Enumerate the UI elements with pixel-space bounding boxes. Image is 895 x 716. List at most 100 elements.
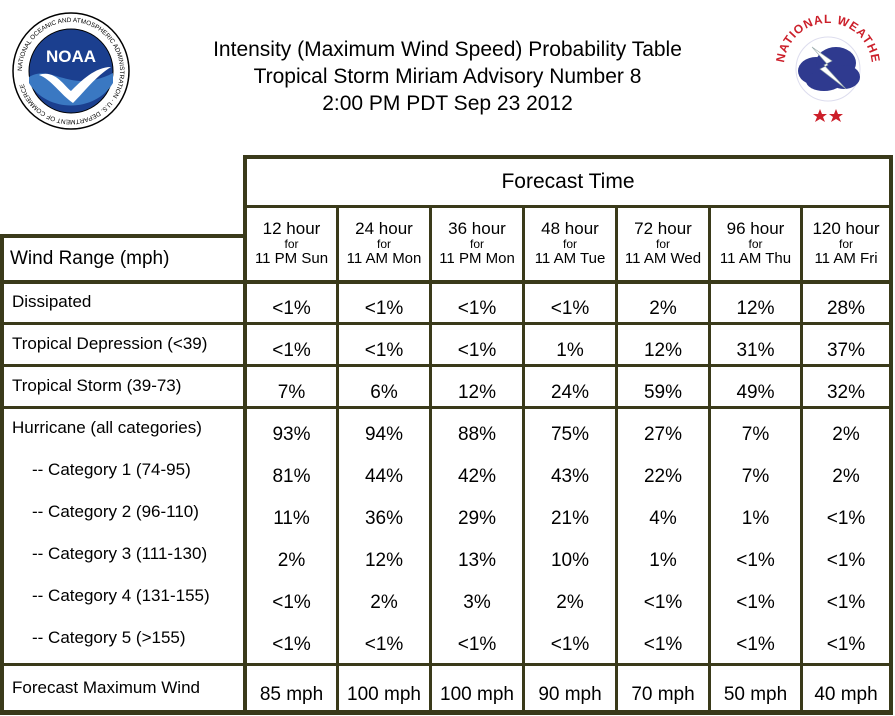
cell-value: 12% [643,340,683,361]
table-cell: 42% [432,466,522,490]
cell-value: <1% [364,634,404,655]
table-cell: 27% [618,424,708,448]
cell-value: 3% [463,592,491,613]
title-line: Tropical Storm Miriam Advisory Number 8 [253,65,642,88]
row-label: -- Category 2 (96-110) [32,502,241,524]
table-border [0,234,247,238]
table-cell: 93% [247,424,336,448]
column-hour: 48 hour [541,219,599,238]
cell-value: 22% [643,466,683,487]
cell-value: 2% [649,298,677,319]
row-label-text: -- Category 4 (131-155) [32,586,210,605]
table-cell: 6% [339,382,429,406]
cell-value: 40 mph [814,684,878,705]
row-label: -- Category 5 (>155) [32,628,241,650]
cell-value: <1% [457,298,497,319]
column-for: for [838,237,853,251]
table-cell: 2% [339,592,429,616]
column-day: 11 AM Tue [534,250,606,267]
table-border [522,205,525,715]
row-label: -- Category 3 (111-130) [32,544,241,566]
table-cell: <1% [803,634,889,658]
table-cell: <1% [525,634,615,658]
table-cell: 7% [711,466,800,490]
column-for: for [748,237,763,251]
cell-value: 85 mph [259,684,324,705]
column-for: for [469,237,484,251]
column-hour: 72 hour [634,219,692,238]
column-for: for [284,237,299,251]
table-cell: 21% [525,508,615,532]
table-border [800,205,803,715]
cell-value: 88% [457,424,497,445]
column-header: 120 hour for 11 AM Fri [803,220,889,278]
table-cell: 75% [525,424,615,448]
cell-value: 2% [832,466,860,487]
cell-value: 90 mph [538,684,602,705]
cell-value: 94% [364,424,404,445]
column-header: 24 hour for 11 AM Mon [339,220,429,278]
table-cell: <1% [247,340,336,364]
column-header: 12 hour for 11 PM Sun [247,220,336,278]
table-cell: 94% [339,424,429,448]
table-border [243,155,247,715]
table-cell: <1% [339,340,429,364]
table-cell: 88% [432,424,522,448]
table-cell: 59% [618,382,708,406]
cell-value: 44% [364,466,404,487]
cell-value: 7% [741,424,770,445]
table-cell: 100 mph [432,684,522,708]
row-label-text: -- Category 1 (74-95) [32,460,191,479]
row-label-text: -- Category 3 (111-130) [32,544,208,563]
table-cell: 1% [711,508,800,532]
cell-value: 12% [457,382,497,403]
table-cell: <1% [432,298,522,322]
cell-value: 75% [550,424,590,445]
table-border [429,205,432,715]
cell-value: 2% [556,592,584,613]
cell-value: 2% [370,592,398,613]
table-cell: 12% [432,382,522,406]
forecast-time-label: Forecast Time [501,170,635,193]
column-hour: 24 hour [355,219,413,238]
table-cell: 12% [339,550,429,574]
cell-value: 6% [370,382,398,403]
row-label-text: Hurricane (all categories) [12,418,202,437]
table-cell: 24% [525,382,615,406]
cell-value: 12% [364,550,404,571]
table-border [0,280,893,284]
table-border [243,205,893,208]
cell-value: 11% [273,508,310,529]
cell-value: <1% [272,340,311,361]
cell-value: <1% [457,634,497,655]
row-label: Hurricane (all categories) [12,418,241,440]
table-cell: 11% [247,508,336,532]
table-cell: 43% [525,466,615,490]
cell-value: 7% [277,382,306,403]
cell-value: <1% [826,592,866,613]
column-day: 11 AM Mon [346,250,422,267]
cell-value: <1% [736,592,775,613]
column-hour: 120 hour [812,219,880,238]
cell-value: 28% [826,298,866,319]
nws-logo-icon: NATIONAL WEATHER SERVICE [767,0,882,122]
svg-text:NOAA: NOAA [46,47,96,66]
table-border [0,406,893,409]
cell-value: 100 mph [347,684,421,705]
table-border [0,663,893,666]
cell-value: <1% [643,592,683,613]
table-cell: 7% [247,382,336,406]
cell-value: 43% [550,466,590,487]
table-cell: 2% [803,424,889,448]
table-cell: <1% [711,550,800,574]
table-cell: <1% [247,634,336,658]
cell-value: 37% [826,340,866,361]
table-cell: 22% [618,466,708,490]
table-cell: <1% [618,592,708,616]
cell-value: 70 mph [631,684,695,705]
table-cell: 1% [618,550,708,574]
row-label: Dissipated [12,292,241,314]
table-cell: 2% [525,592,615,616]
table-cell: 2% [803,466,889,490]
